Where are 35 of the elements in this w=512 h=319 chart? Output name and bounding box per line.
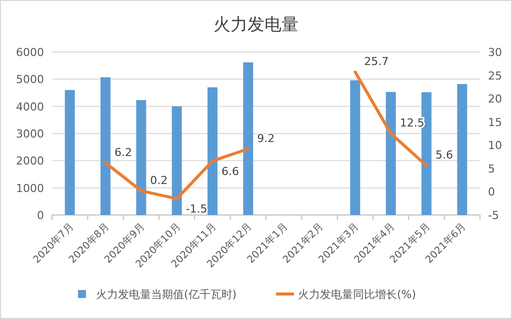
bar <box>386 92 396 215</box>
y-tick-label: 1000 <box>16 182 44 195</box>
y-tick-label: 4000 <box>16 100 44 114</box>
y2-tick-label: 10 <box>488 139 502 152</box>
data-label: 0.2 <box>150 174 168 187</box>
chart-title: 火力发电量 <box>214 15 298 35</box>
data-label: 5.6 <box>436 148 453 162</box>
y2-tick-label: 20 <box>488 92 502 106</box>
legend-label: 火力发电量同比增长(%) <box>298 288 416 301</box>
y2-tick-label: 5 <box>488 162 495 176</box>
bar <box>243 62 254 215</box>
y-tick-label: 2000 <box>16 154 44 168</box>
y2-tick-label: 25 <box>488 69 502 82</box>
data-label: 6.2 <box>114 146 132 159</box>
y2-tick-label: 30 <box>488 46 502 59</box>
bar <box>422 92 432 215</box>
y2-tick-label: 0 <box>488 186 495 199</box>
data-label: -1.5 <box>186 202 208 216</box>
bar <box>64 90 75 215</box>
y-tick-label: 5000 <box>16 73 44 86</box>
y-tick-label: 6000 <box>16 46 44 59</box>
legend-label: 火力发电量当期值(亿千瓦时) <box>96 288 237 301</box>
y-tick-label: 0 <box>37 209 44 222</box>
data-label: 25.7 <box>364 55 389 68</box>
bar <box>172 106 182 215</box>
y2-tick-label: -5 <box>488 209 499 222</box>
bar <box>208 87 218 215</box>
data-label: 9.2 <box>257 132 275 145</box>
bar <box>350 80 360 215</box>
y-tick-label: 3000 <box>16 128 44 140</box>
data-label: 6.6 <box>222 164 239 178</box>
bar <box>136 100 146 215</box>
y2-tick-label: 15 <box>488 116 502 129</box>
bar <box>457 84 468 215</box>
bar <box>100 77 110 215</box>
